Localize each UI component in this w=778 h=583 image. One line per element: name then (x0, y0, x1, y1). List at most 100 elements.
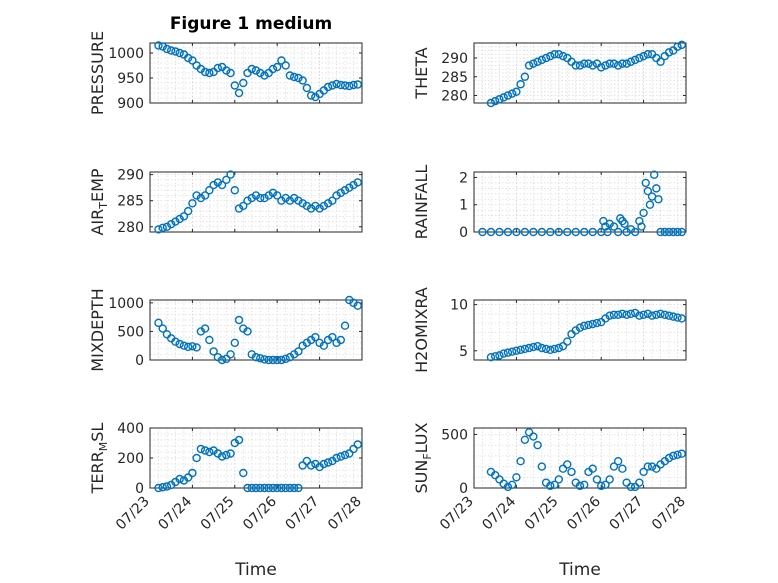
data-point (158, 223, 167, 233)
data-point (567, 467, 576, 477)
data-point (183, 473, 193, 482)
data-point (677, 227, 686, 237)
data-point (264, 191, 273, 200)
data-point (605, 311, 614, 320)
data-point (656, 57, 665, 66)
data-point (664, 453, 674, 463)
data-point (571, 227, 580, 237)
y-axis-label: THETA (412, 47, 431, 99)
data-point (520, 344, 530, 354)
data-point (340, 450, 350, 460)
data-point (247, 193, 256, 203)
data-point (618, 309, 627, 319)
data-point (647, 311, 657, 320)
data-point (580, 480, 589, 489)
data-point (166, 46, 176, 55)
data-point (209, 180, 218, 190)
y-axis-label: PRESSURE (88, 31, 107, 115)
data-point (601, 222, 610, 231)
data-point (302, 83, 312, 93)
data-point (256, 354, 265, 363)
data-point (306, 91, 316, 100)
data-point (537, 55, 547, 65)
data-point (580, 321, 589, 331)
data-point (677, 40, 686, 50)
data-point (234, 315, 244, 325)
data-point (639, 467, 648, 477)
data-point (183, 342, 193, 352)
data-point (188, 199, 197, 208)
data-point (323, 82, 333, 92)
x-axis-label: Time (558, 560, 601, 580)
data-point (516, 345, 525, 355)
data-point (622, 310, 631, 319)
data-point (656, 309, 665, 319)
data-point (677, 314, 686, 323)
data-point (558, 341, 568, 351)
data-point (162, 222, 172, 231)
data-point (171, 337, 180, 346)
data-point (353, 440, 362, 449)
data-point (550, 50, 559, 59)
data-point (537, 343, 547, 353)
data-point (499, 349, 508, 358)
data-point (664, 227, 674, 237)
data-point (669, 312, 678, 321)
data-point (226, 68, 235, 78)
data-point (188, 56, 197, 65)
data-point (179, 341, 189, 350)
data-point (580, 59, 589, 68)
data-point (503, 482, 513, 492)
x-tick-label: 07/27 (607, 494, 647, 534)
data-point (226, 170, 235, 179)
data-point (209, 347, 218, 356)
data-point (336, 335, 345, 345)
data-point (353, 301, 362, 310)
data-point (673, 42, 682, 51)
data-point (264, 483, 273, 493)
data-point (154, 483, 163, 493)
data-point (302, 456, 312, 466)
y-tick-label: 500 (441, 427, 468, 443)
data-point (647, 462, 657, 471)
data-point (520, 435, 530, 444)
data-point (192, 343, 201, 352)
data-point (166, 219, 176, 229)
data-point (603, 227, 612, 237)
y-tick-label: 290 (117, 168, 144, 184)
data-point (328, 81, 337, 90)
data-point (251, 66, 261, 75)
data-point (529, 432, 538, 441)
data-point (226, 350, 235, 359)
data-point (349, 180, 358, 190)
data-point (520, 227, 530, 237)
x-tick-label: 07/24 (479, 493, 519, 533)
data-point (154, 318, 163, 328)
data-point (251, 352, 261, 362)
data-point (563, 227, 572, 237)
data-point (213, 63, 223, 73)
data-point (637, 222, 646, 231)
data-point (260, 483, 269, 493)
data-point (230, 338, 240, 348)
data-point (635, 216, 644, 226)
y-axis-label: H2OMIXRA (412, 287, 431, 373)
axes-box (473, 42, 687, 104)
data-point (239, 201, 248, 211)
data-point (175, 474, 184, 484)
data-point (340, 81, 350, 90)
figure-title: Figure 1 medium (170, 14, 332, 34)
data-point (491, 470, 500, 480)
data-point (268, 188, 278, 198)
data-point (554, 475, 563, 484)
data-point (175, 48, 184, 58)
data-point (558, 51, 568, 61)
data-point (289, 193, 299, 203)
y-tick-label: 1000 (108, 46, 144, 62)
data-point (162, 44, 172, 54)
plot-area (149, 299, 363, 361)
y-axis-label: SUNFLUX (412, 422, 434, 493)
data-point (529, 227, 538, 237)
data-point (349, 80, 358, 90)
